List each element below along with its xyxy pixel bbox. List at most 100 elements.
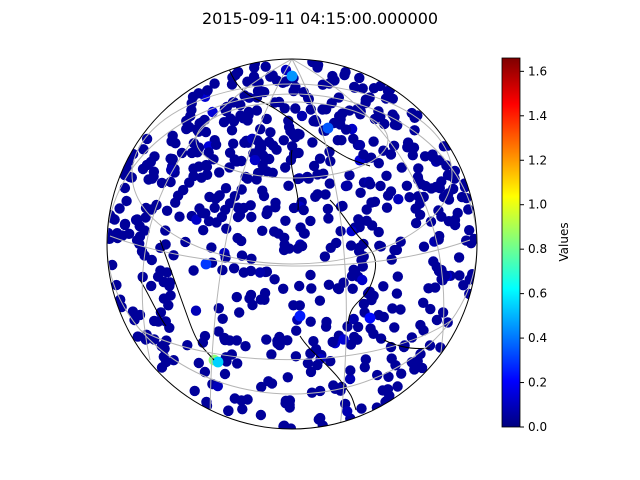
data-point (146, 173, 158, 184)
data-point (308, 336, 319, 347)
data-point (182, 340, 193, 351)
data-point (381, 170, 392, 181)
data-point (200, 126, 212, 138)
data-point (407, 150, 418, 161)
data-point (227, 97, 239, 108)
data-point (389, 322, 400, 333)
data-point (418, 297, 429, 308)
data-point-highlight (364, 312, 376, 324)
data-point (333, 92, 344, 103)
data-point (321, 316, 332, 328)
data-point (358, 149, 369, 160)
data-point (257, 225, 268, 236)
data-point (332, 283, 344, 294)
data-point (379, 118, 390, 130)
data-point (245, 200, 256, 211)
data-point (355, 187, 366, 198)
colorbar-tick-label: 1.4 (528, 109, 547, 123)
data-point (354, 139, 366, 151)
data-point (465, 238, 477, 249)
data-point (193, 357, 204, 369)
data-point (166, 164, 177, 176)
data-point (181, 123, 192, 135)
data-point (266, 349, 277, 360)
data-point (335, 226, 346, 237)
data-point (280, 215, 291, 226)
data-point (226, 125, 238, 136)
data-point (430, 282, 441, 293)
data-point (265, 127, 276, 138)
data-point (310, 191, 321, 202)
data-point (214, 190, 225, 201)
data-point (347, 283, 358, 294)
data-point (424, 340, 436, 351)
data-point (192, 147, 203, 158)
data-point (282, 372, 293, 383)
data-point (271, 75, 283, 86)
data-point (314, 385, 326, 397)
data-point (382, 86, 394, 97)
data-point (155, 265, 166, 276)
data-point (361, 215, 372, 226)
data-point (420, 180, 431, 192)
colorbar-ticks: 0.0 0.2 0.4 0.6 0.8 1.0 1.2 1.4 1.6 (520, 64, 547, 434)
data-point (348, 313, 359, 325)
data-point (369, 196, 381, 207)
data-point (199, 366, 211, 378)
data-point (242, 394, 253, 405)
data-point (221, 356, 232, 367)
data-point (257, 159, 268, 171)
data-point (401, 180, 413, 191)
data-point (188, 265, 199, 276)
colorbar-tick-label: 0.4 (528, 331, 547, 345)
data-point (237, 404, 248, 415)
data-point (217, 313, 228, 324)
data-point (168, 250, 179, 261)
colorbar-tick-label: 0.0 (528, 420, 547, 434)
data-point (419, 151, 431, 162)
data-point (298, 204, 309, 216)
data-point (436, 274, 447, 285)
data-point (358, 238, 369, 250)
data-point (416, 362, 428, 374)
data-point (307, 137, 318, 148)
data-point (326, 98, 337, 109)
data-point (140, 212, 151, 223)
data-point (288, 85, 299, 97)
data-point (345, 365, 356, 376)
data-point (161, 205, 173, 216)
data-point (219, 368, 231, 380)
data-point (399, 340, 410, 351)
data-point (307, 59, 318, 67)
data-point (433, 266, 445, 277)
data-point (232, 202, 244, 213)
data-point (302, 358, 314, 369)
data-point (111, 279, 122, 291)
data-point (312, 169, 323, 180)
data-point (242, 173, 253, 184)
data-point (271, 144, 282, 155)
data-point (279, 103, 290, 114)
data-point (167, 130, 178, 141)
data-point (413, 163, 424, 174)
data-point (203, 147, 214, 158)
data-point (212, 380, 223, 392)
data-point (263, 376, 274, 387)
data-point (375, 241, 387, 252)
data-point (406, 332, 418, 343)
data-point (299, 228, 310, 239)
data-point (137, 163, 149, 175)
data-point (209, 78, 220, 89)
data-point (280, 398, 291, 409)
data-point (232, 358, 243, 369)
data-point (254, 143, 265, 154)
figure-title: 2015-09-11 04:15:00.000000 (202, 9, 438, 28)
data-point (293, 147, 304, 159)
data-point (402, 137, 414, 148)
data-point (346, 225, 357, 237)
data-point (296, 240, 308, 252)
data-point (345, 240, 357, 251)
data-point (314, 295, 326, 306)
data-point (348, 133, 359, 144)
